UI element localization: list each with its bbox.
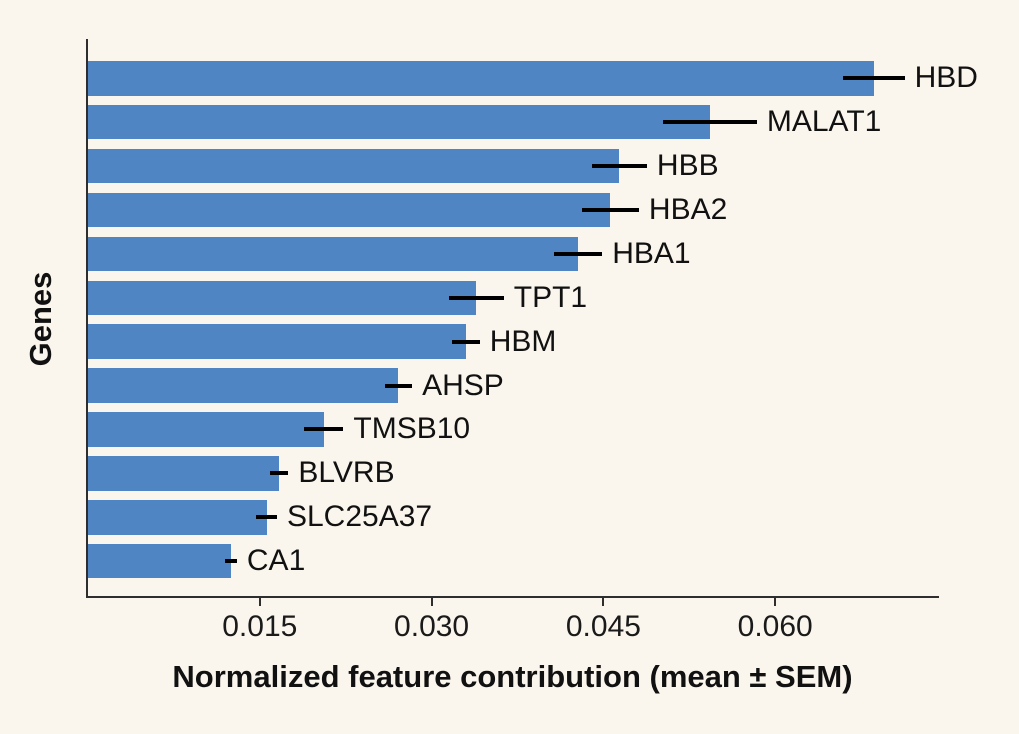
y-axis-label: Genes	[23, 271, 58, 367]
gene-bar-tmsb10	[88, 412, 324, 447]
x-tick	[774, 598, 777, 606]
x-tick	[430, 598, 433, 606]
gene-bar-hbm	[88, 324, 466, 359]
bar-label-hbb: HBB	[656, 149, 719, 183]
error-bar-malat1	[662, 120, 757, 125]
bar-label-tmsb10: TMSB10	[353, 412, 471, 446]
gene-bar-hbd	[88, 61, 874, 96]
gene-bar-slc25a37	[88, 500, 267, 535]
bar-label-malat1: MALAT1	[766, 105, 882, 139]
plot-area: HBD MALAT1 HBB HBA2 HBA1 TPT1 HBM AHSP TMSB10 BLV…	[86, 39, 978, 642]
x-tick-label: 0.045	[565, 610, 641, 643]
gene-bar-blvrb	[88, 456, 280, 491]
x-tick-label: 0.015	[222, 610, 298, 643]
bar-label-blvrb: BLVRB	[298, 456, 395, 490]
gene-bar-ahsp	[88, 368, 399, 403]
gene-bar-ca1	[88, 543, 232, 579]
error-bar-tmsb10	[304, 427, 344, 432]
bar-label-hba2: HBA2	[648, 192, 728, 226]
error-bar-hba2	[581, 207, 639, 212]
bar-label-hbd: HBD	[914, 61, 978, 95]
x-axis-label: Normalized feature contribution (mean ± …	[172, 659, 853, 694]
gene-bar-malat1	[88, 104, 710, 140]
x-tick-label: 0.060	[737, 610, 813, 643]
bar-label-hba1: HBA1	[612, 236, 691, 270]
x-tick-label: 0.030	[394, 610, 470, 643]
gene-bar-tpt1	[88, 280, 477, 315]
error-bar-tpt1	[448, 295, 504, 300]
x-tick	[602, 598, 605, 606]
error-bar-ahsp	[384, 383, 413, 388]
error-bar-hbd	[842, 76, 905, 81]
error-bar-hba1	[554, 251, 603, 256]
error-bar-ca1	[225, 559, 237, 564]
bar-label-hbm: HBM	[489, 324, 557, 358]
error-bar-blvrb	[270, 471, 289, 476]
bar-label-ca1: CA1	[246, 544, 306, 578]
bar-label-tpt1: TPT1	[513, 280, 588, 314]
bar-label-slc25a37: SLC25A37	[286, 500, 433, 534]
gene-bar-hba1	[88, 236, 579, 272]
bar-label-ahsp: AHSP	[422, 368, 504, 402]
error-bar-hbb	[591, 164, 647, 169]
x-tick	[258, 598, 261, 606]
gene-bar-hba2	[88, 192, 611, 228]
gene-bar-hbb	[88, 148, 620, 184]
error-bar-slc25a37	[256, 515, 277, 520]
error-bar-hbm	[452, 339, 480, 344]
